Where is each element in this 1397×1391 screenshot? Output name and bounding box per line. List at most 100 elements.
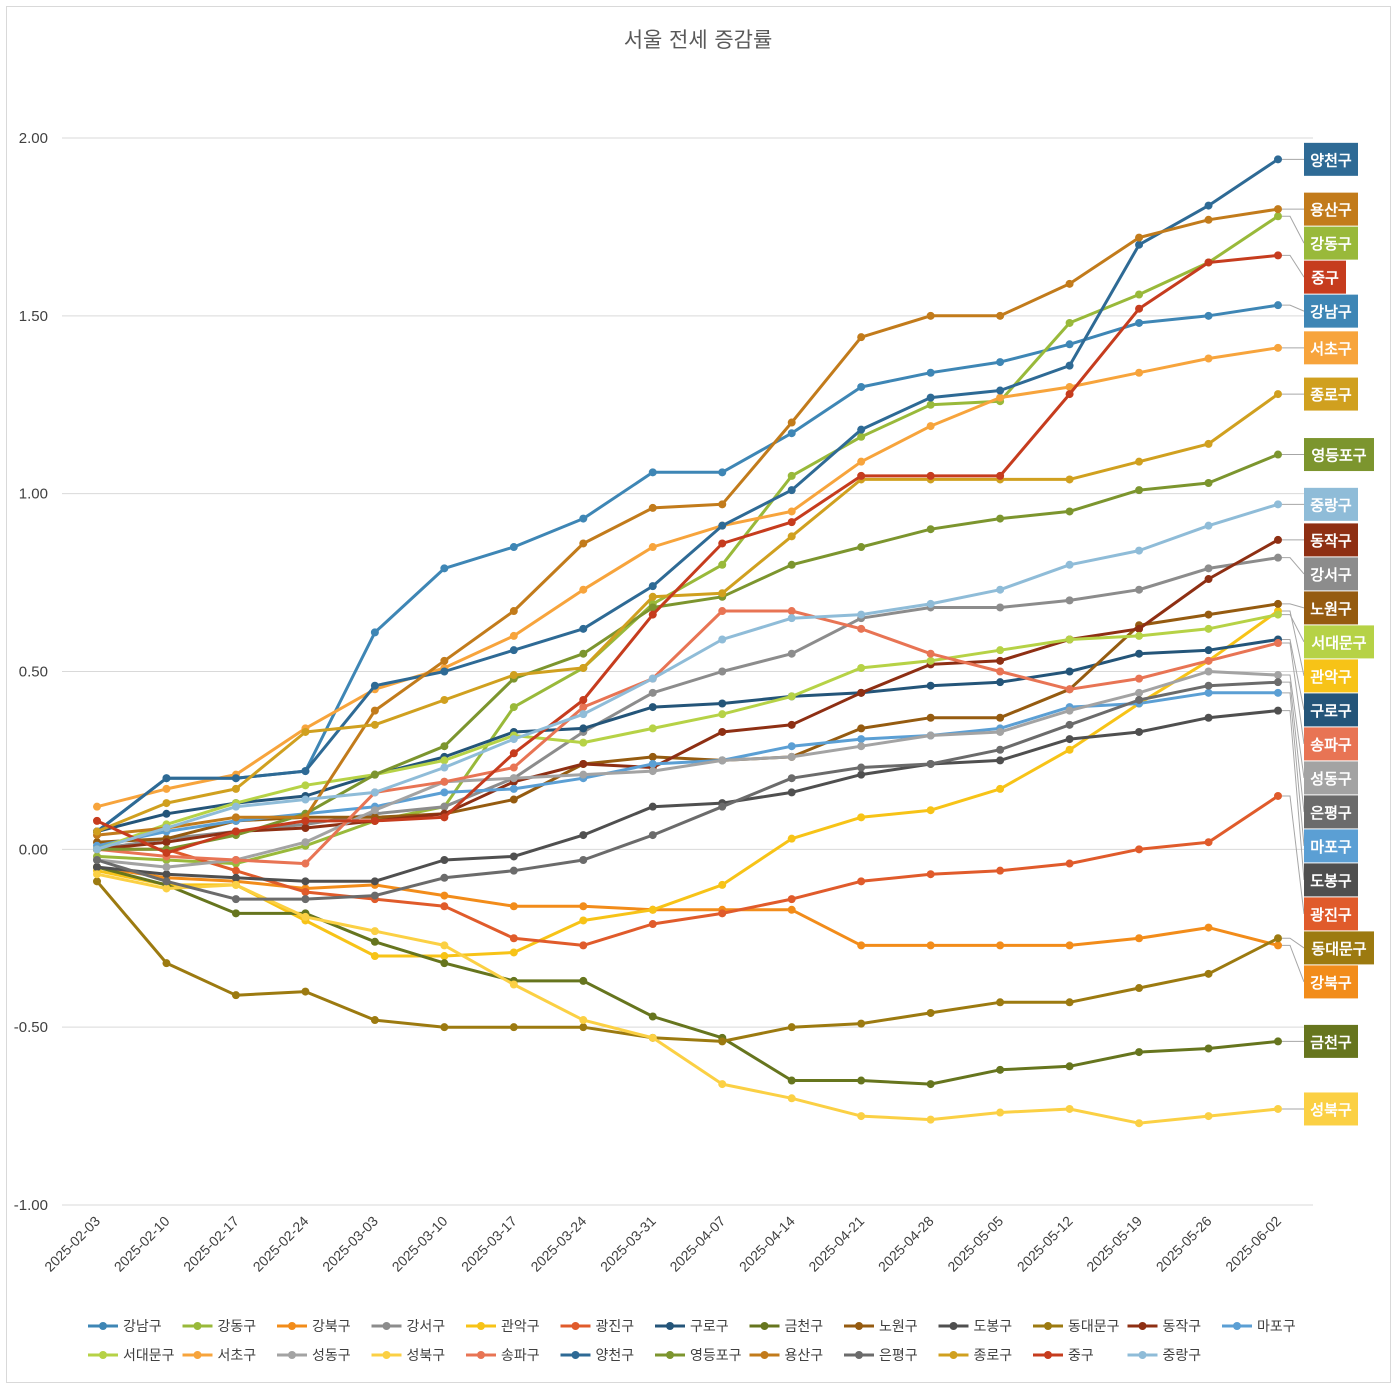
data-point	[857, 624, 866, 633]
end-label-text: 구로구	[1310, 702, 1352, 720]
data-point	[648, 603, 657, 612]
data-point	[579, 770, 588, 779]
data-point	[1065, 745, 1074, 754]
legend-marker	[666, 1351, 674, 1359]
data-point	[787, 774, 796, 783]
data-point	[926, 656, 935, 665]
legend-label: 광진구	[596, 1319, 635, 1335]
data-point	[301, 888, 310, 897]
data-point	[1135, 934, 1144, 943]
data-point	[648, 920, 657, 929]
data-point	[1274, 553, 1282, 562]
data-point	[440, 873, 449, 882]
data-point	[579, 514, 588, 523]
legend-item: 중구	[1033, 1348, 1094, 1364]
data-point	[648, 610, 657, 619]
x-tick-label: 2025-02-24	[250, 1213, 312, 1275]
legend-label: 성동구	[312, 1348, 351, 1364]
data-point	[370, 806, 379, 815]
data-point	[996, 646, 1005, 655]
data-point	[370, 628, 379, 637]
legend-item: 성북구	[371, 1348, 445, 1364]
data-point	[1135, 290, 1144, 299]
data-point	[1274, 671, 1282, 680]
x-tick-label: 2025-03-03	[319, 1213, 381, 1275]
data-point	[579, 695, 588, 704]
data-point	[787, 649, 796, 658]
end-label-영등포구: 영등포구	[1282, 438, 1374, 472]
leader-line	[1282, 674, 1305, 778]
data-point	[1065, 667, 1074, 676]
data-point	[857, 735, 866, 744]
data-point	[162, 823, 171, 832]
data-point	[579, 831, 588, 840]
data-point	[718, 468, 727, 477]
x-tick-label: 2025-03-10	[389, 1213, 451, 1275]
data-point	[370, 1016, 379, 1025]
data-point	[648, 468, 657, 477]
series-양천구	[93, 155, 1282, 836]
data-point	[1204, 656, 1213, 665]
end-label-box	[1304, 523, 1358, 557]
legend-marker	[949, 1322, 958, 1330]
data-point	[579, 1023, 588, 1032]
data-point	[926, 870, 935, 879]
data-point	[1204, 646, 1213, 655]
data-point	[857, 688, 866, 697]
data-point	[926, 368, 935, 377]
data-point	[509, 631, 518, 640]
end-label-box	[1304, 761, 1358, 795]
data-point	[231, 880, 240, 889]
data-point	[718, 880, 727, 889]
end-label-box	[1304, 659, 1358, 693]
end-label-box	[1304, 331, 1358, 365]
data-point	[787, 1094, 796, 1103]
legend-label: 송파구	[501, 1348, 540, 1364]
series-광진구	[93, 791, 1282, 950]
x-tick-label: 2025-06-02	[1222, 1213, 1284, 1275]
data-point	[509, 784, 518, 793]
x-tick-label: 2025-03-17	[458, 1213, 520, 1275]
data-point	[231, 895, 240, 904]
legend-item: 광진구	[560, 1319, 635, 1335]
legend-marker	[477, 1351, 485, 1359]
data-point	[1065, 685, 1074, 694]
end-label-text: 동작구	[1310, 532, 1352, 550]
data-point	[440, 756, 449, 765]
data-point	[440, 564, 449, 573]
leader-line	[1282, 610, 1305, 677]
data-point	[1274, 155, 1282, 164]
data-point	[1204, 215, 1213, 224]
data-point	[440, 941, 449, 950]
data-point	[162, 774, 171, 783]
data-point	[996, 393, 1005, 402]
data-point	[1274, 251, 1282, 260]
data-point	[718, 1037, 727, 1046]
data-point	[787, 507, 796, 516]
data-point	[509, 1023, 518, 1032]
end-label-동대문구: 동대문구	[1282, 931, 1374, 965]
series-lines	[93, 155, 1282, 1128]
end-label-box	[1304, 438, 1374, 472]
y-axis: 2.00 1.50 1.00 0.50 0.00 -0.50 -1.00	[14, 130, 48, 1214]
data-point	[857, 877, 866, 886]
data-point	[370, 770, 379, 779]
legend-marker	[477, 1322, 485, 1330]
y-tick-label: -1.00	[14, 1197, 48, 1214]
data-point	[857, 742, 866, 751]
data-point	[996, 358, 1005, 367]
data-point	[1065, 706, 1074, 715]
legend-item: 양천구	[560, 1348, 634, 1364]
leader-line	[1282, 795, 1305, 914]
end-label-동작구: 동작구	[1282, 523, 1358, 557]
data-point	[718, 1080, 727, 1089]
data-point	[718, 500, 727, 509]
legend-label: 강남구	[123, 1319, 162, 1335]
legend-item: 구로구	[655, 1319, 729, 1335]
data-point	[1274, 941, 1282, 950]
data-point	[93, 870, 101, 879]
data-point	[648, 674, 657, 683]
data-point	[718, 756, 727, 765]
data-point	[231, 802, 240, 811]
data-point	[440, 802, 449, 811]
